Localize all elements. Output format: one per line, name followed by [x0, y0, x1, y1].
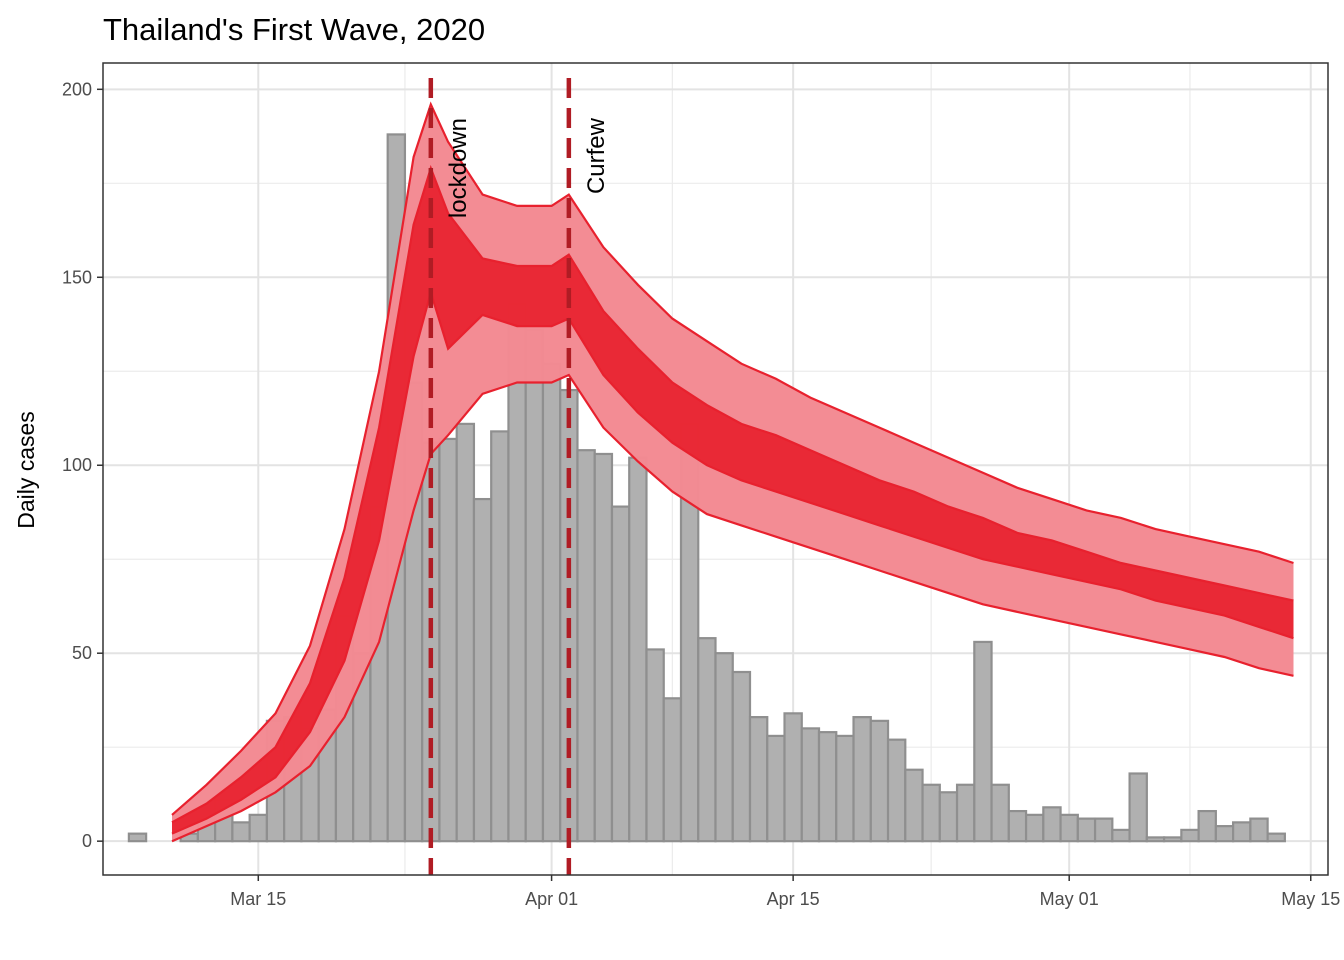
bar [1214, 825, 1235, 843]
annotation-layer: lockdown Curfew [445, 117, 610, 218]
band-0-lower-line [171, 373, 1294, 843]
plot-area: lockdown Curfew [102, 62, 1329, 876]
y-axis-label: Daily cases [13, 411, 39, 529]
bar [731, 670, 752, 843]
bar [817, 731, 838, 843]
bar [645, 648, 665, 843]
bar [697, 637, 717, 843]
chart-title: Thailand's First Wave, 2020 [103, 12, 485, 47]
x-tick-label: Mar 15 [230, 889, 286, 909]
bar [1180, 828, 1200, 843]
bar-layer [127, 133, 1286, 843]
bar [886, 738, 907, 843]
vline-layer [428, 78, 572, 875]
bar [248, 813, 269, 843]
bar [1111, 828, 1131, 843]
band-1-upper-line [171, 164, 1294, 824]
bar [593, 452, 614, 843]
bar [852, 716, 872, 843]
bar [1197, 809, 1217, 843]
bar [748, 716, 769, 843]
bar [628, 456, 648, 843]
bar [231, 821, 251, 843]
bar [127, 832, 148, 843]
bar [1024, 813, 1045, 843]
bar [490, 430, 510, 843]
bar [800, 727, 821, 843]
bar [1042, 806, 1062, 843]
bar [783, 712, 803, 843]
x-tick-label: May 15 [1281, 889, 1340, 909]
bar [955, 783, 976, 843]
bar [1249, 817, 1269, 843]
bar [541, 362, 562, 843]
band-1-lower-line [171, 288, 1294, 835]
bar [1232, 821, 1252, 843]
bar [714, 652, 734, 843]
bar [1266, 832, 1286, 843]
band-0-upper-line [171, 101, 1294, 816]
event-label-curfew: Curfew [583, 117, 610, 194]
bar [1059, 813, 1079, 843]
x-tick-label: Apr 01 [525, 889, 578, 909]
bar [1007, 809, 1028, 843]
bar [576, 449, 596, 843]
y-axis: 0 50 100 150 200 [62, 79, 103, 851]
bar [766, 734, 786, 843]
bar [921, 783, 941, 843]
y-tick-label: 200 [62, 79, 92, 99]
bar [938, 791, 959, 843]
y-tick-label: 50 [72, 643, 92, 663]
bar [438, 437, 458, 843]
band-layer [171, 101, 1294, 843]
bar [990, 783, 1010, 843]
bar [662, 697, 683, 843]
bar [610, 505, 631, 843]
bar [835, 734, 855, 843]
bar [1093, 817, 1114, 843]
band-1 [172, 168, 1294, 834]
x-tick-label: May 01 [1040, 889, 1099, 909]
bar [869, 719, 890, 843]
bar [455, 422, 476, 843]
bar [1128, 772, 1148, 843]
panel-border [102, 62, 1329, 876]
x-axis: Mar 15 Apr 01 Apr 15 May 01 May 15 [230, 875, 1340, 909]
y-tick-label: 100 [62, 455, 92, 475]
bar [973, 640, 993, 843]
bar [1076, 817, 1097, 843]
y-tick-label: 0 [82, 831, 92, 851]
bar [472, 497, 493, 843]
bar [1162, 836, 1183, 843]
x-tick-label: Apr 15 [767, 889, 820, 909]
bar [1145, 836, 1166, 843]
bar [904, 768, 924, 843]
y-tick-label: 150 [62, 267, 92, 287]
bar [524, 328, 545, 843]
event-label-lockdown: lockdown [445, 118, 472, 218]
